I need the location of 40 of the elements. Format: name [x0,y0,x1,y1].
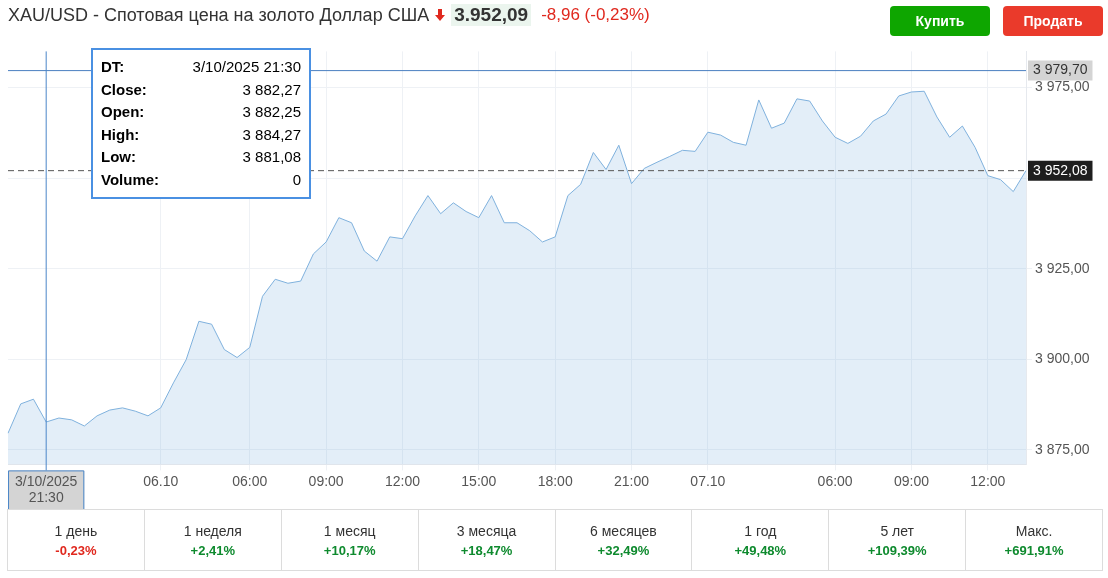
text: Макс. [1015,522,1053,539]
x-tick-label: 12:00 [970,472,1006,489]
text: +2,41% [190,542,236,558]
x-tick-label: 18:00 [537,472,573,489]
chart-title: XAU/USD - Спотовая цена на золото Доллар США [8,4,430,26]
ref-line-label: 3 952,08 [1033,161,1088,178]
y-tick-label: 3 925,00 [1035,259,1090,276]
x-tick-label: 09:00 [308,472,344,489]
y-tick-label: 3 975,00 [1035,78,1090,95]
x-tick-label: 07.10 [690,472,726,489]
text: 1 месяц [323,522,376,539]
text: 5 лет [880,522,914,539]
text: 1 день [54,522,98,539]
text: +49,48% [734,542,787,558]
text: +18,47% [460,542,513,558]
x-tick-label: 06:00 [817,472,853,489]
x-tick-label: 06:00 [232,472,268,489]
text: +109,39% [867,542,927,558]
action-button: Продать [1003,6,1103,36]
y-tick-label: 3 875,00 [1035,440,1090,457]
text: 6 месяцев [590,522,657,539]
info-box: DT: 3/10/2025 21:30 Close: 3 882,27 Open: 3 882,25 High: 3 884,27 Low: 3 881,08 Volume: 0 [91,48,311,199]
text: +691,91% [1004,542,1064,558]
action-button: Купить [890,6,990,36]
x-tick-label: 06.10 [143,472,179,489]
x-tick-label: 15:00 [461,472,497,489]
text: 1 год [744,522,777,539]
text: -8,96 (-0,23%) [541,5,650,25]
text: 1 неделя [183,522,242,539]
text: +32,49% [597,542,650,558]
x-tick-label: 3/10/2025 21:30 [15,472,78,506]
x-tick-label: 21:00 [614,472,650,489]
text: 3.952,09 [451,4,532,26]
text: 3 месяца [456,522,517,539]
ref-line-label: 3 979,70 [1033,61,1088,78]
x-tick-label: 09:00 [893,472,930,489]
text: -0,23% [55,542,97,558]
y-tick-label: 3 900,00 [1035,350,1090,367]
x-tick-label: 12:00 [384,472,421,489]
text: +10,17% [323,542,376,558]
